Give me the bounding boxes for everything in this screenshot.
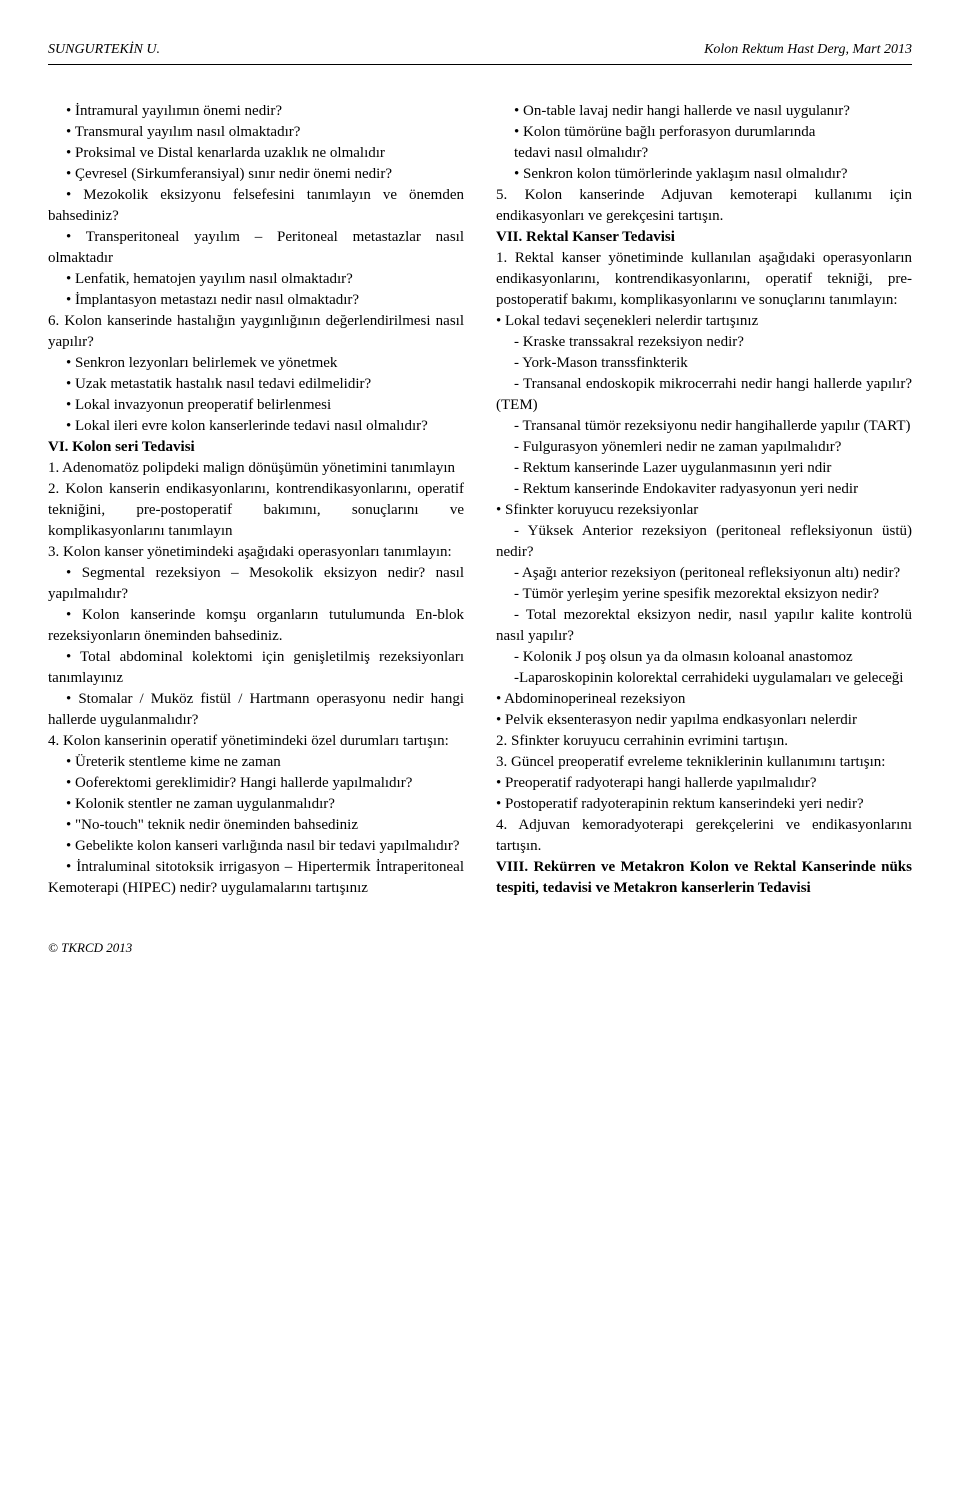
- body-line: • Lokal ileri evre kolon kanserlerinde t…: [48, 416, 464, 437]
- body-line: tedavi nasıl olmalıdır?: [496, 143, 912, 164]
- body-line: - York-Mason transsfinkterik: [496, 353, 912, 374]
- body-line: - Kraske transsakral rezeksiyon nedir?: [496, 332, 912, 353]
- body-line: • Pelvik eksenterasyon nedir yapılma end…: [496, 710, 912, 731]
- header-rule: [48, 64, 912, 65]
- body-line: 2. Sfinkter koruyucu cerrahinin evrimini…: [496, 731, 912, 752]
- body-line: • Lokal invazyonun preoperatif belirlenm…: [48, 395, 464, 416]
- body-line: • Senkron lezyonları belirlemek ve yönet…: [48, 353, 464, 374]
- body-line: - Rektum kanserinde Lazer uygulanmasının…: [496, 458, 912, 479]
- body-line: • Kolon tümörüne bağlı perforasyon durum…: [496, 122, 912, 143]
- body-line: • İmplantasyon metastazı nedir nasıl olm…: [48, 290, 464, 311]
- body-line: - Rektum kanserinde Endokaviter radyasyo…: [496, 479, 912, 500]
- body-line: - Total mezorektal eksizyon nedir, nasıl…: [496, 605, 912, 647]
- body-line: • Gebelikte kolon kanseri varlığında nas…: [48, 836, 464, 857]
- body-line: - Kolonik J poş olsun ya da olmasın kolo…: [496, 647, 912, 668]
- body-line: • Stomalar / Muköz fistül / Hartmann ope…: [48, 689, 464, 731]
- body-line: - Yüksek Anterior rezeksiyon (peritoneal…: [496, 521, 912, 563]
- body-line: • Transmural yayılım nasıl olmaktadır?: [48, 122, 464, 143]
- body-line: 1. Rektal kanser yönetiminde kullanılan …: [496, 248, 912, 311]
- body-line: - Transanal endoskopik mikrocerrahi nedi…: [496, 374, 912, 416]
- body-line: 2. Kolon kanserin endikasyonlarını, kont…: [48, 479, 464, 542]
- body-line: - Fulgurasyon yönemleri nedir ne zaman y…: [496, 437, 912, 458]
- body-line: • Preoperatif radyoterapi hangi hallerde…: [496, 773, 912, 794]
- body-line: • Total abdominal kolektomi için genişle…: [48, 647, 464, 689]
- body-line: • Ooferektomi gereklimidir? Hangi haller…: [48, 773, 464, 794]
- body-line: VI. Kolon seri Tedavisi: [48, 437, 464, 458]
- body-line: • Proksimal ve Distal kenarlarda uzaklık…: [48, 143, 464, 164]
- body-line: • Üreterik stentleme kime ne zaman: [48, 752, 464, 773]
- body-line: 5. Kolon kanserinde Adjuvan kemoterapi k…: [496, 185, 912, 227]
- body-line: • Segmental rezeksiyon – Mesokolik eksiz…: [48, 563, 464, 605]
- body-line: - Aşağı anterior rezeksiyon (peritoneal …: [496, 563, 912, 584]
- body-line: 1. Adenomatöz polipdeki malign dönüşümün…: [48, 458, 464, 479]
- body-line: • Kolon kanserinde komşu organların tutu…: [48, 605, 464, 647]
- body-line: 3. Güncel preoperatif evreleme teknikler…: [496, 752, 912, 773]
- body-line: VIII. Rekürren ve Metakron Kolon ve Rekt…: [496, 857, 912, 899]
- body-line: • Sfinkter koruyucu rezeksiyonlar: [496, 500, 912, 521]
- body-columns: • İntramural yayılımın önemi nedir?• Tra…: [48, 101, 912, 899]
- header-right: Kolon Rektum Hast Derg, Mart 2013: [704, 40, 912, 60]
- body-line: 3. Kolon kanser yönetimindeki aşağıdaki …: [48, 542, 464, 563]
- body-line: • Senkron kolon tümörlerinde yaklaşım na…: [496, 164, 912, 185]
- body-line: VII. Rektal Kanser Tedavisi: [496, 227, 912, 248]
- body-line: 4. Adjuvan kemoradyoterapi gerekçelerini…: [496, 815, 912, 857]
- body-line: 4. Kolon kanserinin operatif yönetiminde…: [48, 731, 464, 752]
- body-line: • Mezokolik eksizyonu felsefesini tanıml…: [48, 185, 464, 227]
- body-line: 6. Kolon kanserinde hastalığın yaygınlığ…: [48, 311, 464, 353]
- body-line: • İntraluminal sitotoksik irrigasyon – H…: [48, 857, 464, 899]
- body-line: • Lokal tedavi seçenekleri nelerdir tart…: [496, 311, 912, 332]
- body-line: • Uzak metastatik hastalık nasıl tedavi …: [48, 374, 464, 395]
- page-footer: © TKRCD 2013: [48, 939, 912, 957]
- page-header: SUNGURTEKİN U. Kolon Rektum Hast Derg, M…: [48, 40, 912, 60]
- body-line: -Laparoskopinin kolorektal cerrahideki u…: [496, 668, 912, 689]
- body-line: • Çevresel (Sirkumferansiyal) sınır nedi…: [48, 164, 464, 185]
- body-line: • On-table lavaj nedir hangi hallerde ve…: [496, 101, 912, 122]
- body-line: • "No-touch" teknik nedir öneminden bahs…: [48, 815, 464, 836]
- header-left: SUNGURTEKİN U.: [48, 40, 160, 60]
- body-line: - Tümör yerleşim yerine spesifik mezorek…: [496, 584, 912, 605]
- body-line: • Transperitoneal yayılım – Peritoneal m…: [48, 227, 464, 269]
- body-line: • Abdominoperineal rezeksiyon: [496, 689, 912, 710]
- body-line: - Transanal tümör rezeksiyonu nedir hang…: [496, 416, 912, 437]
- body-line: • Postoperatif radyoterapinin rektum kan…: [496, 794, 912, 815]
- body-line: • Kolonik stentler ne zaman uygulanmalıd…: [48, 794, 464, 815]
- body-line: • İntramural yayılımın önemi nedir?: [48, 101, 464, 122]
- body-line: • Lenfatik, hematojen yayılım nasıl olma…: [48, 269, 464, 290]
